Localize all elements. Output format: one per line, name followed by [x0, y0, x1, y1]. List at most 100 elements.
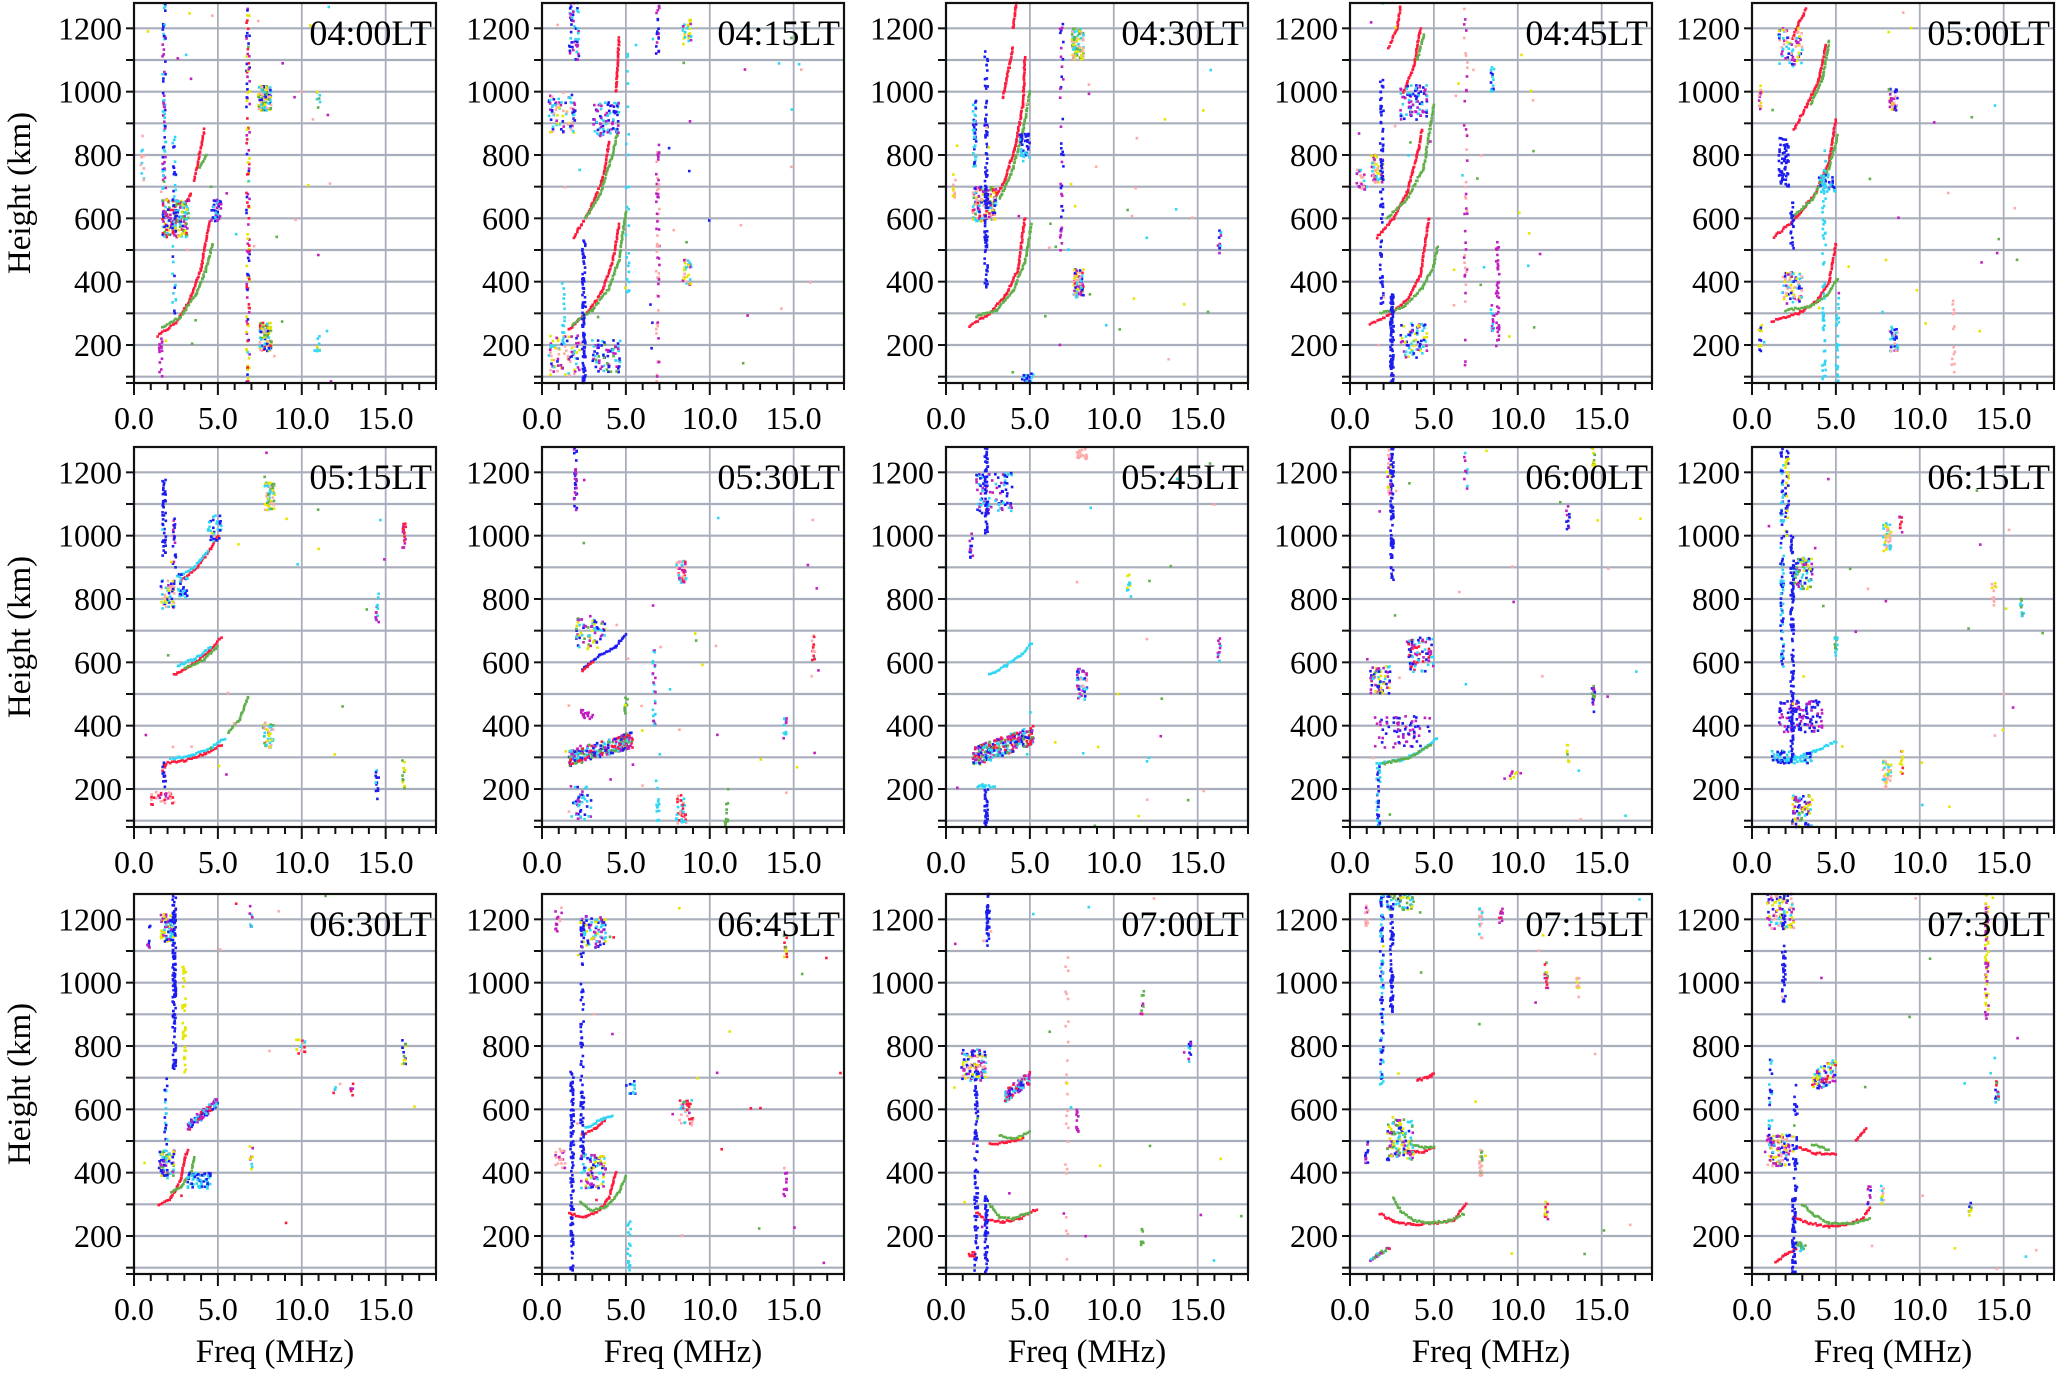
data-point: [1825, 56, 1828, 59]
data-point: [550, 362, 553, 365]
data-point: [567, 336, 570, 339]
y-tick-label: 800: [482, 137, 530, 173]
data-point: [1072, 28, 1075, 31]
data-point: [174, 224, 177, 227]
data-point: [1490, 308, 1493, 311]
data-point: [1080, 37, 1083, 40]
data-point: [210, 185, 213, 188]
data-point: [608, 365, 611, 368]
data-point: [1028, 156, 1031, 159]
data-point: [1893, 102, 1896, 105]
data-point: [1785, 292, 1788, 295]
data-point: [214, 216, 217, 219]
data-point: [1023, 72, 1026, 75]
data-point: [1415, 356, 1418, 359]
data-point: [1465, 128, 1468, 131]
data-point: [1391, 343, 1394, 346]
data-point: [1472, 69, 1475, 72]
data-point: [599, 135, 602, 138]
data-point: [584, 244, 587, 247]
data-point: [267, 340, 270, 343]
data-point: [972, 152, 975, 155]
y-tick-label: 600: [74, 200, 122, 236]
data-point: [1077, 50, 1080, 53]
data-point: [1392, 339, 1395, 342]
data-point: [1381, 167, 1384, 170]
data-point: [1819, 294, 1822, 297]
x-tick-label: 0.0: [1330, 400, 1370, 436]
data-point: [1799, 310, 1802, 313]
data-point: [1011, 371, 1014, 374]
data-point: [1834, 247, 1837, 250]
y-axis-title: Height (km): [2, 112, 38, 274]
data-point: [658, 183, 661, 186]
data-point: [1758, 99, 1761, 102]
data-point: [577, 318, 580, 321]
data-point: [141, 135, 144, 138]
x-tick-label: 5.0: [198, 400, 238, 436]
data-point: [179, 234, 182, 237]
data-point: [1822, 219, 1825, 222]
data-point: [257, 96, 260, 99]
data-point: [591, 339, 594, 342]
data-point: [564, 186, 567, 189]
data-point: [1994, 104, 1997, 107]
data-point: [1395, 212, 1398, 215]
data-point: [985, 152, 988, 155]
data-point: [1381, 283, 1384, 286]
data-point: [1818, 83, 1821, 86]
data-point: [569, 125, 572, 128]
data-point: [1463, 213, 1466, 216]
data-point: [1416, 180, 1419, 183]
data-point: [1772, 320, 1775, 323]
data-point: [658, 257, 661, 260]
data-point: [194, 658, 197, 661]
data-point: [246, 128, 249, 131]
data-point: [1780, 162, 1783, 165]
data-point: [1832, 261, 1835, 264]
data-point: [683, 259, 686, 262]
data-point: [1400, 118, 1403, 121]
data-point: [169, 214, 172, 217]
data-point: [200, 268, 203, 271]
data-point: [1081, 272, 1084, 275]
data-point: [570, 107, 573, 110]
data-point: [245, 316, 248, 319]
data-point: [1418, 53, 1421, 56]
data-point: [265, 86, 268, 89]
data-point: [273, 355, 276, 358]
data-point: [1405, 356, 1408, 359]
data-point: [1496, 284, 1499, 287]
data-point: [1947, 192, 1950, 195]
data-point: [161, 340, 164, 343]
data-point: [239, 717, 242, 720]
data-point: [1823, 282, 1826, 285]
data-point: [616, 231, 619, 234]
x-tick-label: 0.0: [926, 400, 966, 436]
data-point: [972, 205, 975, 208]
data-point: [209, 646, 212, 649]
data-point: [1059, 32, 1062, 35]
data-point: [220, 203, 223, 206]
data-point: [984, 222, 987, 225]
data-point: [1787, 52, 1790, 55]
data-point: [578, 169, 581, 172]
data-point: [627, 154, 630, 157]
data-point: [618, 225, 621, 228]
data-point: [327, 114, 330, 117]
data-point: [1391, 372, 1394, 375]
data-point: [616, 105, 619, 108]
data-point: [1760, 344, 1763, 347]
data-point: [1823, 261, 1826, 264]
data-point: [986, 266, 989, 269]
data-point: [248, 80, 251, 83]
data-point: [1782, 48, 1785, 51]
data-point: [592, 359, 595, 362]
data-point: [1797, 282, 1800, 285]
data-point: [655, 228, 658, 231]
data-point: [595, 299, 598, 302]
data-point: [1837, 297, 1840, 300]
data-point: [1017, 126, 1020, 129]
data-point: [1077, 279, 1080, 282]
